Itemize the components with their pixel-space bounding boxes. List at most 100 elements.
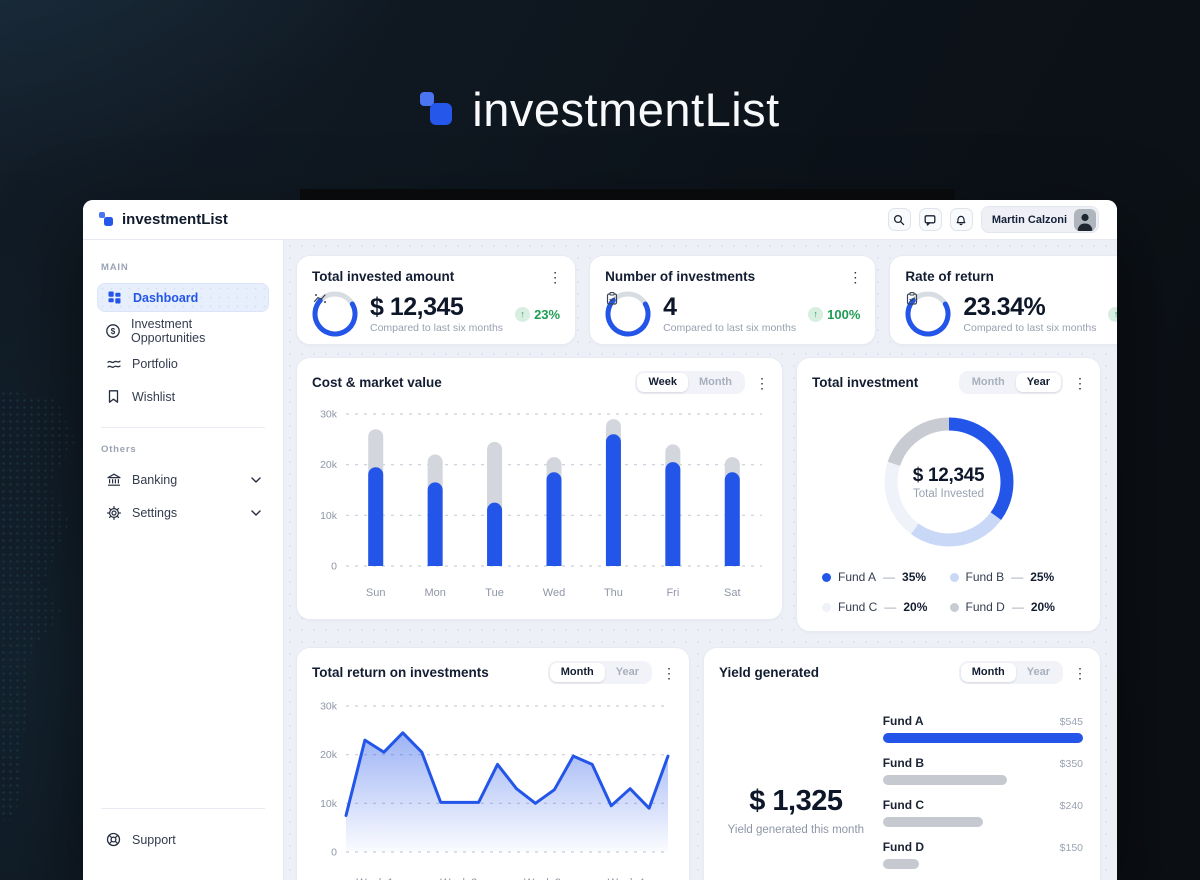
- search-button[interactable]: [887, 208, 911, 231]
- delta-badge: ↑ 100%: [808, 306, 860, 322]
- fund-bar: [882, 859, 919, 869]
- period-toggle[interactable]: Month Year: [547, 661, 652, 684]
- card-title: Rate of return: [905, 269, 994, 284]
- legend-pct: 25%: [1030, 570, 1055, 584]
- svg-text:$: $: [111, 327, 116, 336]
- notifications-button[interactable]: [949, 208, 973, 231]
- gear-icon: [105, 505, 122, 521]
- kebab-menu-icon[interactable]: ⋮: [1073, 664, 1087, 681]
- app-window: investmentList: [83, 200, 1117, 880]
- sidebar-item-portfolio[interactable]: Portfolio: [97, 349, 269, 378]
- app-brand[interactable]: investmentList: [99, 211, 228, 229]
- yield-row: Fund C $240: [882, 798, 1083, 827]
- sidebar-item-label: Banking: [132, 472, 178, 487]
- svg-text:0: 0: [331, 847, 337, 859]
- donut-legend: Fund A — 35% Fund B — 25% Fund C: [812, 564, 1085, 614]
- yield-value: $ 1,325: [749, 785, 843, 817]
- sidebar-section-main: MAIN: [101, 262, 129, 273]
- svg-text:Mon: Mon: [424, 587, 445, 599]
- stat-value: 4: [663, 292, 677, 321]
- up-arrow-icon: ↑: [808, 306, 824, 322]
- fund-value: $545: [1059, 716, 1083, 728]
- sidebar-item-wishlist[interactable]: Wishlist: [97, 382, 269, 411]
- chat-icon: [924, 214, 936, 226]
- bell-icon: [956, 215, 966, 225]
- stat-subtitle: Compared to last six months: [963, 322, 1097, 335]
- kebab-menu-icon[interactable]: ⋮: [755, 374, 769, 391]
- delta-badge: ↑ 23%: [515, 306, 560, 322]
- trend-icon: [312, 291, 358, 337]
- background-map-dots: [0, 390, 76, 820]
- fund-value: $150: [1059, 842, 1083, 854]
- toggle-option[interactable]: Year: [615, 666, 639, 678]
- brand-icon: [99, 211, 114, 229]
- fund-label: Fund D: [882, 840, 925, 854]
- toggle-option[interactable]: Year: [1015, 373, 1061, 392]
- card-title: Yield generated: [719, 665, 820, 680]
- chevron-down-icon[interactable]: [251, 476, 261, 483]
- toggle-option[interactable]: Month: [699, 376, 732, 388]
- svg-text:Thu: Thu: [604, 587, 623, 599]
- total-investment-card: Total investment Month Year ⋮ $ 12,3: [796, 357, 1101, 632]
- sidebar-item-banking[interactable]: Banking: [97, 465, 269, 494]
- sidebar-item-label: Support: [132, 832, 176, 847]
- legend-pct: 20%: [903, 600, 928, 614]
- kebab-menu-icon[interactable]: ⋮: [1073, 374, 1087, 391]
- sidebar-item-investment-opportunities[interactable]: $ Investment Opportunities: [97, 316, 269, 345]
- kebab-menu-icon[interactable]: ⋮: [662, 664, 676, 681]
- legend-dot: [949, 572, 959, 582]
- yield-row: Fund D $150: [882, 840, 1083, 869]
- yield-generated-card: Yield generated Month Year ⋮ $ 1,325: [703, 647, 1101, 880]
- svg-text:Wed: Wed: [543, 587, 565, 599]
- stat-value: 23.34%: [963, 292, 1046, 321]
- toggle-option[interactable]: Month: [960, 663, 1016, 682]
- legend-item: Fund B — 25%: [949, 570, 1078, 584]
- messages-button[interactable]: [918, 208, 942, 231]
- dollar-circle-icon: $: [105, 323, 121, 339]
- svg-text:10k: 10k: [320, 798, 338, 810]
- stat-subtitle: Compared to last six months: [663, 322, 797, 335]
- user-name: Martin Calzoni: [991, 213, 1067, 226]
- legend-label: Fund A: [838, 570, 877, 584]
- legend-label: Fund D: [965, 600, 1005, 614]
- toggle-option[interactable]: Year: [1026, 666, 1050, 678]
- kebab-menu-icon[interactable]: ⋮: [848, 268, 863, 285]
- yield-row: Fund B $350: [882, 756, 1083, 785]
- svg-text:10k: 10k: [320, 510, 338, 522]
- sidebar-section-others: Others: [101, 444, 137, 455]
- fund-bar: [882, 733, 1083, 743]
- svg-text:Tue: Tue: [485, 587, 504, 599]
- yield-row: Fund A $545: [882, 714, 1083, 743]
- sidebar: MAIN Dashboard $: [83, 240, 284, 880]
- kebab-menu-icon[interactable]: ⋮: [548, 268, 563, 285]
- stat-value: $ 12,345: [370, 292, 464, 321]
- hero-logo: investmentList: [0, 82, 1200, 137]
- sidebar-item-dashboard[interactable]: Dashboard: [97, 283, 269, 312]
- legend-dot: [822, 602, 831, 612]
- svg-text:Week 2: Week 2: [440, 877, 477, 880]
- period-toggle[interactable]: Week Month: [635, 371, 745, 394]
- legend-pct: 20%: [1030, 600, 1055, 614]
- bookmark-icon: [105, 389, 122, 404]
- app-brand-name: investmentList: [122, 211, 228, 228]
- donut-center-label: Total Invested: [913, 487, 984, 500]
- legend-label: Fund B: [965, 570, 1005, 584]
- user-menu[interactable]: Martin Calzoni: [980, 206, 1099, 233]
- chevron-down-icon[interactable]: [251, 509, 261, 516]
- portfolio-waves-icon: [105, 356, 122, 372]
- svg-text:Fri: Fri: [666, 587, 679, 599]
- toggle-option[interactable]: Month: [549, 663, 605, 682]
- fund-bar: [882, 775, 1007, 785]
- card-title: Total return on investments: [312, 665, 489, 680]
- stat-card-number-of-investments: Number of investments ⋮: [589, 255, 877, 345]
- fund-label: Fund C: [882, 798, 925, 812]
- period-toggle[interactable]: Month Year: [958, 661, 1063, 684]
- fund-bar: [882, 817, 983, 827]
- sidebar-item-settings[interactable]: Settings: [97, 498, 269, 527]
- sidebar-item-label: Settings: [132, 505, 178, 520]
- period-toggle[interactable]: Month Year: [958, 371, 1063, 394]
- clipboard-check-icon: [905, 291, 951, 337]
- toggle-option[interactable]: Month: [971, 376, 1005, 388]
- toggle-option[interactable]: Week: [637, 373, 689, 392]
- sidebar-item-support[interactable]: Support: [97, 825, 269, 854]
